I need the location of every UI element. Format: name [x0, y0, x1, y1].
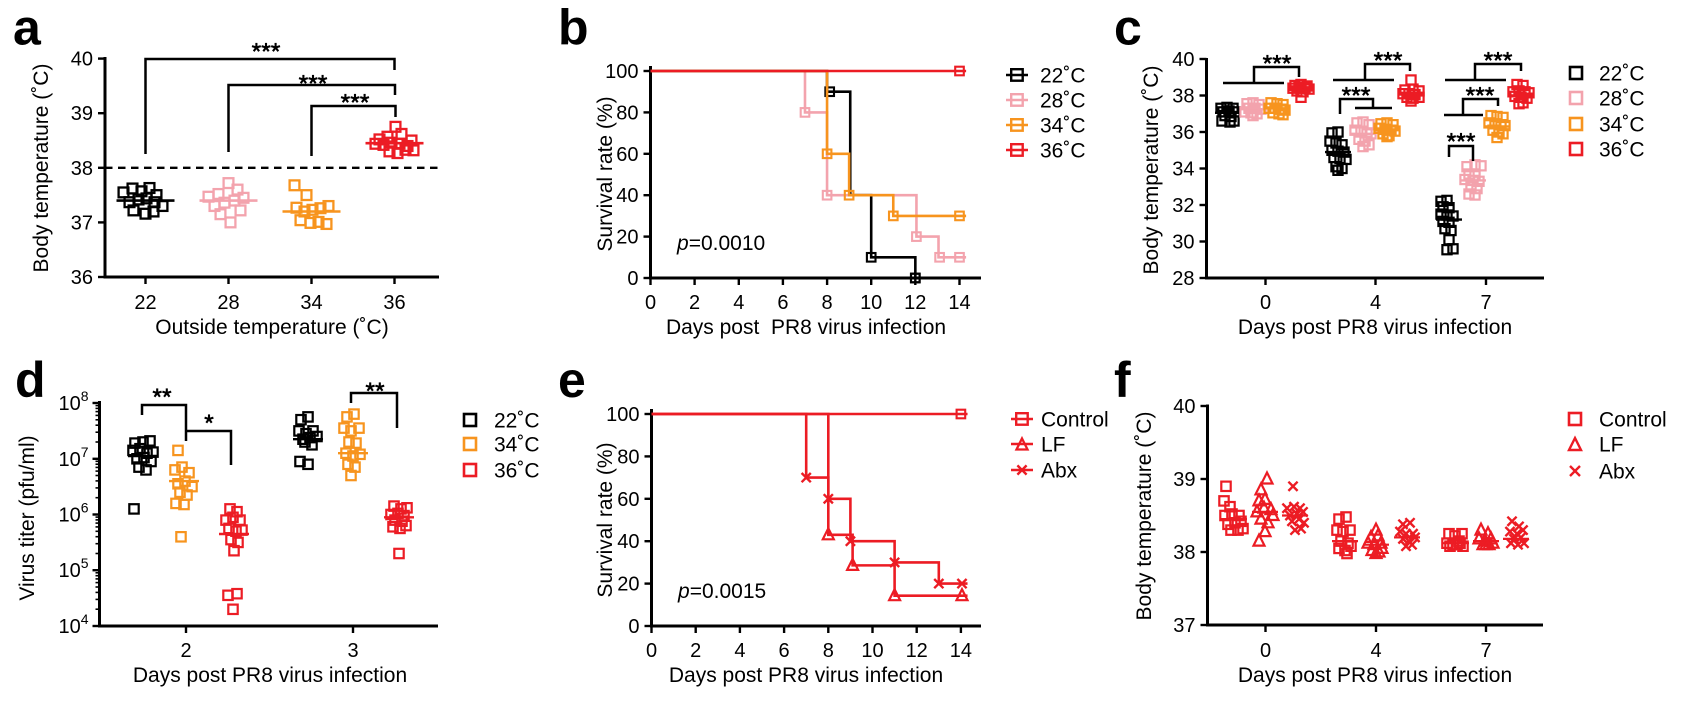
svg-text:36: 36 [383, 292, 405, 314]
svg-text:0: 0 [627, 268, 638, 290]
svg-text:Days post PR8 virus infection: Days post PR8 virus infection [666, 316, 946, 339]
svg-text:60: 60 [617, 489, 639, 511]
svg-text:100: 100 [606, 404, 639, 426]
svg-text:32: 32 [1172, 195, 1194, 217]
svg-text:e: e [558, 352, 586, 408]
svg-text:12: 12 [906, 640, 928, 662]
svg-text:37: 37 [1173, 615, 1195, 637]
svg-text:3: 3 [347, 640, 358, 662]
svg-text:28˚C: 28˚C [1599, 88, 1645, 111]
svg-text:p=0.0015: p=0.0015 [677, 580, 766, 603]
svg-text:36: 36 [1172, 122, 1194, 144]
svg-text:36˚C: 36˚C [1040, 140, 1086, 163]
svg-text:Abx: Abx [1599, 461, 1636, 484]
svg-text:34˚C: 34˚C [1599, 114, 1645, 137]
svg-text:38: 38 [1173, 542, 1195, 564]
svg-text:Survival rate (%): Survival rate (%) [594, 96, 617, 251]
svg-text:Days post PR8 virus infection: Days post PR8 virus infection [133, 664, 407, 687]
svg-text:14: 14 [950, 640, 972, 662]
svg-text:10: 10 [861, 640, 883, 662]
svg-text:2: 2 [690, 640, 701, 662]
svg-text:p=0.0010: p=0.0010 [676, 232, 765, 255]
svg-text:28: 28 [1172, 268, 1194, 290]
svg-text:80: 80 [616, 102, 638, 124]
svg-text:c: c [1114, 0, 1142, 56]
svg-text:LF: LF [1599, 434, 1624, 457]
svg-text:30: 30 [1172, 232, 1194, 254]
svg-text:Body temperature (˚C): Body temperature (˚C) [1133, 412, 1156, 621]
svg-text:40: 40 [71, 49, 93, 71]
svg-text:36: 36 [71, 267, 93, 289]
svg-text:0: 0 [646, 640, 657, 662]
svg-text:28: 28 [217, 292, 239, 314]
svg-text:6: 6 [779, 640, 790, 662]
svg-text:4: 4 [734, 640, 745, 662]
svg-text:Control: Control [1041, 409, 1109, 432]
svg-text:LF: LF [1041, 434, 1066, 457]
svg-text:Days post PR8 virus infection: Days post PR8 virus infection [1238, 664, 1512, 687]
svg-text:0: 0 [1260, 640, 1271, 662]
svg-text:6: 6 [777, 292, 788, 314]
svg-text:Outside temperature (˚C): Outside temperature (˚C) [155, 316, 388, 339]
svg-text:10: 10 [860, 292, 882, 314]
svg-text:2: 2 [689, 292, 700, 314]
svg-text:40: 40 [616, 185, 638, 207]
svg-text:40: 40 [1173, 396, 1195, 418]
svg-text:Survival rate (%): Survival rate (%) [594, 442, 617, 597]
svg-text:2: 2 [180, 640, 191, 662]
svg-text:Control: Control [1599, 409, 1667, 432]
svg-text:40: 40 [1172, 49, 1194, 71]
svg-text:Days post PR8 virus infection: Days post PR8 virus infection [1238, 316, 1512, 339]
svg-text:100: 100 [605, 61, 638, 83]
svg-text:38: 38 [1172, 86, 1194, 108]
svg-text:Body temperature (˚C): Body temperature (˚C) [30, 64, 53, 273]
svg-text:f: f [1114, 352, 1131, 408]
svg-text:39: 39 [1173, 469, 1195, 491]
svg-text:8: 8 [823, 640, 834, 662]
svg-text:36˚C: 36˚C [494, 460, 540, 483]
svg-text:39: 39 [71, 103, 93, 125]
svg-text:34: 34 [1172, 159, 1194, 181]
svg-text:Days post PR8 virus infection: Days post PR8 virus infection [669, 664, 943, 687]
svg-text:22˚C: 22˚C [1599, 63, 1645, 86]
svg-text:0: 0 [645, 292, 656, 314]
svg-text:60: 60 [616, 144, 638, 166]
svg-text:14: 14 [948, 292, 970, 314]
svg-text:80: 80 [617, 446, 639, 468]
svg-text:0: 0 [628, 616, 639, 638]
svg-text:34: 34 [300, 292, 322, 314]
svg-text:12: 12 [904, 292, 926, 314]
svg-text:8: 8 [822, 292, 833, 314]
svg-text:20: 20 [616, 227, 638, 249]
svg-text:22˚C: 22˚C [1040, 65, 1086, 88]
svg-text:0: 0 [1260, 292, 1271, 314]
svg-text:b: b [558, 0, 589, 56]
svg-text:22˚C: 22˚C [494, 410, 540, 433]
svg-text:28˚C: 28˚C [1040, 90, 1086, 113]
svg-text:34˚C: 34˚C [1040, 115, 1086, 138]
svg-text:4: 4 [1370, 292, 1381, 314]
svg-text:Virus titer (pfu/ml): Virus titer (pfu/ml) [16, 435, 39, 600]
svg-text:7: 7 [1480, 292, 1491, 314]
svg-text:37: 37 [71, 212, 93, 234]
svg-text:Body temperature (˚C): Body temperature (˚C) [1140, 66, 1163, 275]
svg-text:38: 38 [71, 158, 93, 180]
svg-text:22: 22 [134, 292, 156, 314]
svg-text:20: 20 [617, 574, 639, 596]
svg-text:a: a [13, 0, 42, 56]
svg-text:34˚C: 34˚C [494, 434, 540, 457]
svg-text:7: 7 [1480, 640, 1491, 662]
svg-text:d: d [15, 352, 46, 408]
svg-text:4: 4 [1370, 640, 1381, 662]
svg-text:36˚C: 36˚C [1599, 139, 1645, 162]
svg-text:4: 4 [733, 292, 744, 314]
svg-text:40: 40 [617, 531, 639, 553]
svg-text:Abx: Abx [1041, 460, 1078, 483]
